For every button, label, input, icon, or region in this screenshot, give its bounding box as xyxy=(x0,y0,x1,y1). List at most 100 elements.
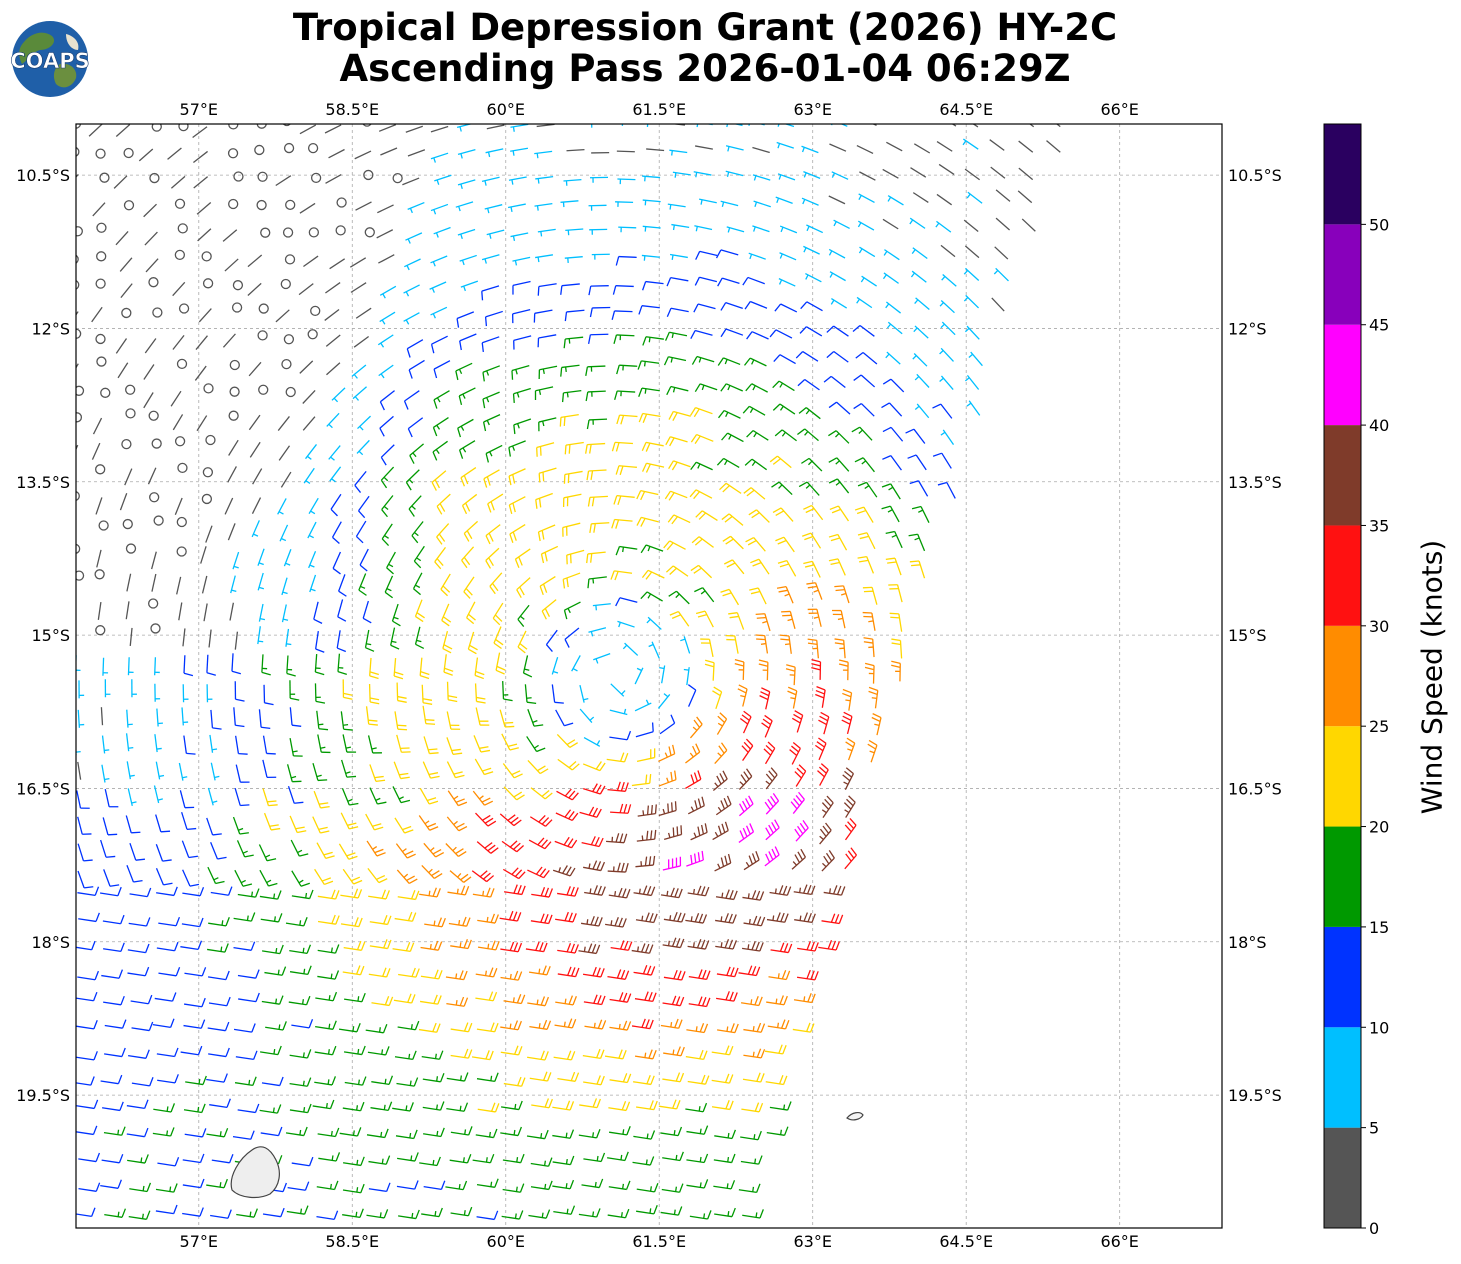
barb-staff xyxy=(155,814,162,833)
barb-feather xyxy=(620,415,625,425)
barb-feather xyxy=(636,490,642,500)
barb-feather xyxy=(201,1103,206,1113)
barb-half-feather xyxy=(308,534,314,539)
barb-feather xyxy=(668,492,675,501)
barb-feather xyxy=(488,967,494,977)
barb-feather xyxy=(700,939,706,949)
barb-staff xyxy=(695,145,713,150)
barb-half-feather xyxy=(642,810,645,816)
barb-feather xyxy=(779,995,784,1005)
barb-half-feather xyxy=(251,891,254,897)
barb-half-feather xyxy=(357,1048,360,1055)
barb-staff xyxy=(541,599,557,612)
barb-feather xyxy=(117,1074,123,1084)
barb-half-feather xyxy=(659,666,665,670)
barb-staff xyxy=(154,997,173,1002)
barb-feather xyxy=(408,878,418,885)
barb-feather xyxy=(693,853,697,863)
barb-half-feather xyxy=(699,1182,702,1188)
barb-feather xyxy=(483,478,488,488)
calm-circle xyxy=(229,359,240,371)
barb-staff xyxy=(866,482,878,498)
barb-half-feather xyxy=(537,257,540,263)
barb-half-feather xyxy=(714,831,719,837)
barb-staff xyxy=(508,468,526,477)
barb-feather xyxy=(186,827,197,831)
barb-feather xyxy=(276,1104,282,1114)
barb-staff xyxy=(143,392,154,409)
barb-feather xyxy=(468,613,476,621)
barb-staff xyxy=(128,1054,147,1059)
barb-staff xyxy=(742,1214,761,1219)
barb-feather xyxy=(601,1020,607,1030)
barb-feather xyxy=(385,1155,391,1165)
barb-staff xyxy=(913,113,929,122)
barb-staff xyxy=(459,333,477,342)
barb-half-feather xyxy=(784,593,790,597)
barb-staff xyxy=(994,112,1009,122)
barb-half-feather xyxy=(772,915,775,921)
lon-tick-label: 66°E xyxy=(1100,1232,1138,1251)
barb-feather xyxy=(601,995,606,1005)
barb-half-feather xyxy=(874,723,880,727)
barb-feather xyxy=(409,455,415,464)
barb-half-feather xyxy=(840,592,847,596)
barb-feather xyxy=(759,942,764,952)
barb-feather xyxy=(484,842,493,849)
barb-staff xyxy=(299,202,316,214)
barb-feather xyxy=(811,667,821,671)
barb-staff xyxy=(232,816,241,835)
barb-half-feather xyxy=(514,260,518,266)
barb-feather xyxy=(463,939,469,949)
barb-feather xyxy=(798,481,808,488)
barb-feather xyxy=(349,802,359,806)
barb-feather xyxy=(484,800,494,806)
barb-feather xyxy=(672,744,676,754)
barb-feather xyxy=(365,647,375,652)
barb-staff xyxy=(143,203,157,218)
barb-feather xyxy=(820,763,829,771)
barb-feather xyxy=(304,1181,310,1191)
colorbar-tick-label: 10 xyxy=(1369,1018,1389,1037)
barb-staff xyxy=(366,1214,385,1219)
barb-half-feather xyxy=(406,265,410,271)
barb-staff xyxy=(742,745,754,761)
barb-staff xyxy=(587,390,606,393)
barb-half-feather xyxy=(356,1187,359,1193)
barb-feather xyxy=(768,851,774,861)
barb-staff xyxy=(325,282,341,294)
barb-staff xyxy=(866,532,876,550)
barb-feather xyxy=(571,763,580,771)
barb-feather xyxy=(750,558,760,564)
barb-feather xyxy=(911,564,921,567)
barb-feather xyxy=(432,427,438,437)
barb-half-feather xyxy=(783,1104,786,1110)
barb-staff xyxy=(940,403,953,419)
barb-staff xyxy=(686,1159,705,1164)
barb-half-feather xyxy=(750,999,753,1005)
barb-feather xyxy=(429,826,439,831)
barb-staff xyxy=(317,949,336,954)
barb-feather xyxy=(475,670,485,676)
barb-staff xyxy=(636,756,655,763)
barb-staff xyxy=(821,920,840,925)
barb-feather xyxy=(681,913,686,923)
barb-feather xyxy=(652,992,657,1002)
barb-feather xyxy=(186,752,196,755)
barb-feather xyxy=(255,888,260,898)
barb-half-feather xyxy=(674,172,677,178)
barb-feather xyxy=(433,994,438,1004)
barb-staff xyxy=(846,716,853,735)
barb-feather xyxy=(751,890,757,900)
barb-feather xyxy=(224,1021,230,1031)
barb-staff xyxy=(252,468,263,485)
barb-feather xyxy=(564,788,572,797)
barb-feather xyxy=(117,1179,122,1189)
barb-feather xyxy=(384,591,394,599)
barb-staff xyxy=(789,611,796,630)
barb-staff xyxy=(324,124,342,134)
barb-staff xyxy=(477,919,496,924)
barb-staff xyxy=(669,331,688,337)
barb-half-feather xyxy=(432,313,436,319)
barb-staff xyxy=(261,1000,280,1005)
